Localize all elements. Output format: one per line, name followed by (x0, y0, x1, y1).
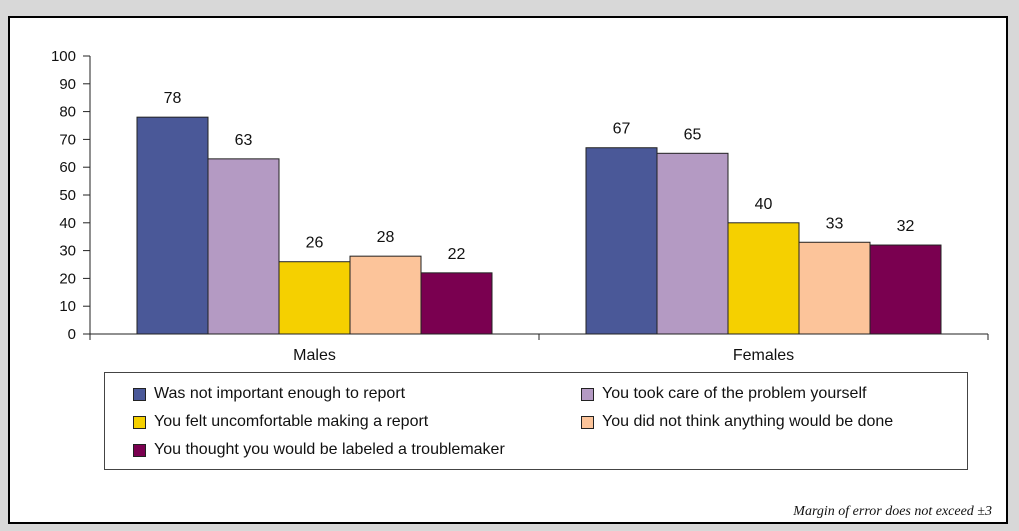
legend-label: You did not think anything would be done (602, 413, 894, 430)
y-tick-label: 60 (59, 159, 76, 176)
bar (136, 116, 209, 335)
legend-item: You did not think anything would be done (581, 413, 893, 431)
y-tick-label: 20 (59, 270, 76, 287)
legend-item: You took care of the problem yourself (581, 385, 866, 403)
bar (278, 261, 351, 335)
y-tick-label: 70 (59, 131, 76, 148)
legend-swatch (581, 415, 594, 429)
data-label: 26 (306, 235, 324, 252)
data-label: 67 (613, 121, 631, 138)
legend-swatch (133, 415, 146, 429)
bar-chart: 0 10 20 30 40 50 60 70 80 90 100 78 63 26 28 22 Males 67 6… (51, 48, 989, 364)
bar (798, 241, 871, 335)
y-tick-label: 0 (68, 326, 76, 343)
legend-item: You thought you would be labeled a troub… (133, 441, 505, 459)
data-label: 28 (377, 229, 395, 246)
legend-label: Was not important enough to report (154, 385, 406, 402)
legend-item: You felt uncomfortable making a report (133, 413, 428, 431)
legend-swatch (581, 387, 594, 401)
data-label: 78 (164, 90, 182, 107)
y-tick-label: 10 (59, 298, 76, 315)
legend: Was not important enough to report You t… (104, 372, 968, 470)
legend-swatch (133, 443, 146, 457)
data-label: 33 (826, 215, 844, 232)
category-label: Females (733, 347, 794, 364)
bar (869, 244, 942, 335)
y-tick-label: 90 (59, 76, 76, 93)
data-label: 65 (684, 126, 702, 143)
legend-label: You felt uncomfortable making a report (154, 413, 429, 430)
y-tick-label: 30 (59, 243, 76, 260)
bar (420, 272, 493, 335)
legend-swatch (133, 387, 146, 401)
bar (349, 255, 422, 335)
data-label: 32 (897, 218, 915, 235)
margin-of-error-note: Margin of error does not exceed ±3 (793, 504, 992, 519)
y-tick-label: 50 (59, 187, 76, 204)
bar (727, 222, 800, 335)
bar (585, 147, 658, 335)
bar (656, 152, 729, 335)
y-tick-label: 40 (59, 215, 76, 232)
y-tick-label: 80 (59, 104, 76, 121)
legend-label: You thought you would be labeled a troub… (154, 441, 505, 458)
data-label: 63 (235, 132, 253, 149)
data-label: 22 (448, 246, 466, 263)
bar (207, 158, 280, 335)
legend-label: You took care of the problem yourself (602, 385, 867, 402)
chart-panel: 0 10 20 30 40 50 60 70 80 90 100 78 63 26 28 22 Males 67 6… (8, 16, 1008, 524)
y-tick-label: 100 (51, 48, 76, 65)
legend-item: Was not important enough to report (133, 385, 405, 403)
category-label: Males (293, 347, 336, 364)
data-label: 40 (755, 196, 773, 213)
